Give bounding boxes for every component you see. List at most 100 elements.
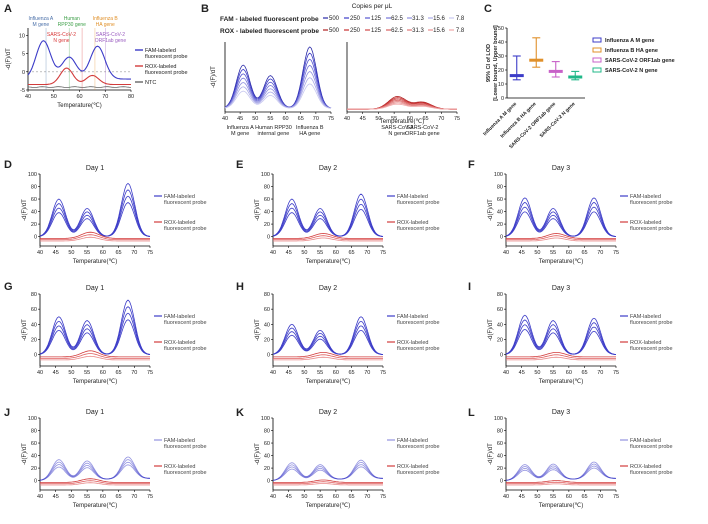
fam-line: [505, 467, 617, 481]
rox-line: [40, 478, 150, 483]
panel-letter: E: [236, 159, 243, 171]
legend-swatch: [592, 67, 602, 73]
day-title: Day 3: [552, 165, 570, 172]
y-tick-label: 20: [264, 222, 270, 228]
copies-fam-value: 7.8: [456, 16, 465, 22]
x-tick-label: 75: [613, 250, 619, 256]
y-axis-title: -d(F)/dT: [6, 48, 12, 70]
y-tick-label: 40: [497, 322, 503, 328]
y-tick-label: 50: [498, 26, 504, 32]
x-tick-label: 45: [519, 250, 525, 256]
fam-line: [39, 461, 150, 481]
legend-fam2: fluorescent probe: [164, 320, 207, 326]
day-title: Day 2: [319, 165, 337, 172]
legend-fam2: fluorescent probe: [630, 200, 673, 206]
x-tick-label: 75: [380, 370, 386, 376]
rox-line: [506, 354, 616, 359]
fam-line: [272, 459, 383, 481]
x-tick-label: 60: [407, 116, 413, 122]
x-tick-label: 60: [76, 94, 82, 100]
x-tick-label: 60: [333, 494, 339, 500]
day-panel-H: Day 2 40 45 50 55 60 65 70 75 0 20 40 60 80 -d(F)/dT Te…: [255, 285, 440, 385]
day-panel-K: Day 2 40 45 50 55 60 65 70 75 0 20 40 60 80 100 -d(F)/d…: [255, 409, 440, 509]
x-tick-label: 70: [597, 250, 603, 256]
rox-label: ROX - labeled fluorescent probe: [220, 28, 319, 35]
x-tick-label: 50: [301, 370, 307, 376]
y-tick-label: 100: [28, 416, 37, 422]
y-tick-label: 30: [498, 54, 504, 60]
y-tick-label: 40: [31, 322, 37, 328]
y-tick-label: 60: [264, 307, 270, 313]
y-tick-label: 0: [22, 70, 25, 76]
y-tick-label: 0: [267, 353, 270, 359]
legend-ntc: NTC: [145, 80, 156, 86]
x-tick-label: 45: [519, 494, 525, 500]
fam-line: [272, 208, 384, 237]
fam-line: [272, 198, 384, 237]
y-tick-label: 10: [19, 33, 25, 39]
x-tick-label: 75: [147, 370, 153, 376]
y-tick-label: 40: [497, 210, 503, 216]
x-tick-label: 70: [131, 494, 137, 500]
rox-line: [273, 235, 383, 241]
panel-letter: G: [4, 281, 13, 293]
y-tick-label: 80: [497, 292, 503, 298]
rox-line: [273, 483, 383, 486]
x-tick-label: 70: [131, 250, 137, 256]
rox-line: [506, 356, 616, 361]
rox-line: [40, 355, 150, 361]
y-axis-title: -d(F)/dT: [488, 199, 494, 221]
fam-line: [505, 319, 617, 355]
rox-line: [40, 350, 150, 358]
x-tick-label: 40: [503, 370, 509, 376]
panel-letter: I: [468, 281, 471, 293]
fam-series-line: [224, 58, 332, 109]
x-tick-label: 65: [349, 370, 355, 376]
x-tick-label: 70: [597, 494, 603, 500]
day-panel-I: Day 3 40 45 50 55 60 65 70 75 0 20 40 60 80 -d(F)/dT Te…: [488, 285, 673, 385]
rox-line: [273, 233, 383, 239]
legend-fam: FAM-labeled: [164, 194, 195, 200]
category-label: Influenza A M gene: [482, 101, 518, 137]
y-tick-label: 0: [267, 235, 270, 241]
x-axis-title: Temperature(℃): [539, 259, 583, 265]
legend-label: Influenza A M gene: [605, 38, 654, 44]
panel-letter: H: [236, 281, 244, 293]
panel-a: 40 50 60 70 80 -5 0 5 10 -d(F)/dT Temperature(℃) In…: [6, 16, 188, 109]
x-tick-label: 55: [267, 116, 273, 122]
copies-fam-value: 250: [350, 16, 361, 22]
x-tick-label: 45: [237, 116, 243, 122]
annot-covorf: SARS-CoV-2: [96, 32, 125, 38]
annot-covorf2: ORF1ab gene: [95, 38, 127, 44]
y-tick-label: 60: [264, 441, 270, 447]
x-tick-label: 40: [25, 94, 31, 100]
rox-line: [506, 235, 616, 241]
panel-letter: F: [468, 159, 475, 171]
x-tick-label: 70: [364, 494, 370, 500]
day-title: Day 1: [86, 165, 104, 172]
legend-rox: ROX-labeled: [164, 220, 196, 226]
y-tick-label: 80: [264, 429, 270, 435]
legend-label: SARS-CoV-2 N gene: [605, 68, 658, 74]
x-tick-label: 45: [53, 370, 59, 376]
legend-fam2: fluorescent probe: [164, 200, 207, 206]
y-axis-title: -d(F)/dT: [211, 66, 217, 88]
fam-series-line: [224, 71, 332, 109]
x-axis-title: Temperature(℃): [57, 103, 101, 109]
y-tick-label: 0: [500, 479, 503, 485]
fam-line: [505, 201, 617, 237]
panel-letter: L: [468, 407, 475, 419]
x-tick-label: 65: [349, 250, 355, 256]
legend-fam: FAM-labeled: [397, 194, 428, 200]
y-tick-label: 40: [31, 454, 37, 460]
panel-letter: D: [4, 159, 12, 171]
annot-flua2: M gene: [33, 22, 50, 28]
copies-rox-value: 62.5: [391, 28, 403, 34]
x-tick-label: 55: [550, 370, 556, 376]
rox-series-line: [347, 98, 457, 110]
x-tick-label: 40: [222, 116, 228, 122]
x-tick-label: 70: [313, 116, 319, 122]
rox-line: [40, 236, 150, 242]
y-tick-label: -5: [20, 88, 25, 94]
fam-line: [505, 197, 617, 237]
